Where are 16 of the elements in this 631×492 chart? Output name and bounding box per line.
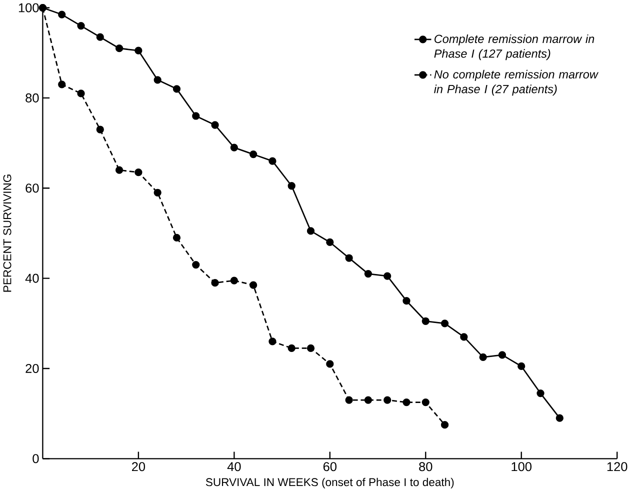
y-tick-label: 40 xyxy=(25,274,39,283)
legend-label: Complete remission marrow in Phase I (127 patients) xyxy=(434,34,594,60)
x-tick-label: 20 xyxy=(132,462,146,472)
y-tick-label: 20 xyxy=(26,364,39,374)
y-tick-label: 80 xyxy=(26,94,39,103)
y-tick-label: 100 xyxy=(18,3,39,12)
y-axis-title: PERCENT SURVIVING xyxy=(3,174,12,292)
y-tick-label: 60 xyxy=(26,184,39,193)
x-tick-label: 120 xyxy=(607,462,628,472)
legend-label: No complete remission marrow in Phase I (27 patients) xyxy=(434,70,599,96)
x-tick-label: 100 xyxy=(512,462,532,472)
y-tick-label: 0 xyxy=(32,454,39,464)
x-axis-title: SURVIVAL IN WEEKS (onset of Phase I to death) xyxy=(206,478,454,489)
x-tick-label: 80 xyxy=(419,462,432,472)
x-tick-label: 40 xyxy=(227,462,241,472)
x-tick-label: 60 xyxy=(323,462,336,472)
